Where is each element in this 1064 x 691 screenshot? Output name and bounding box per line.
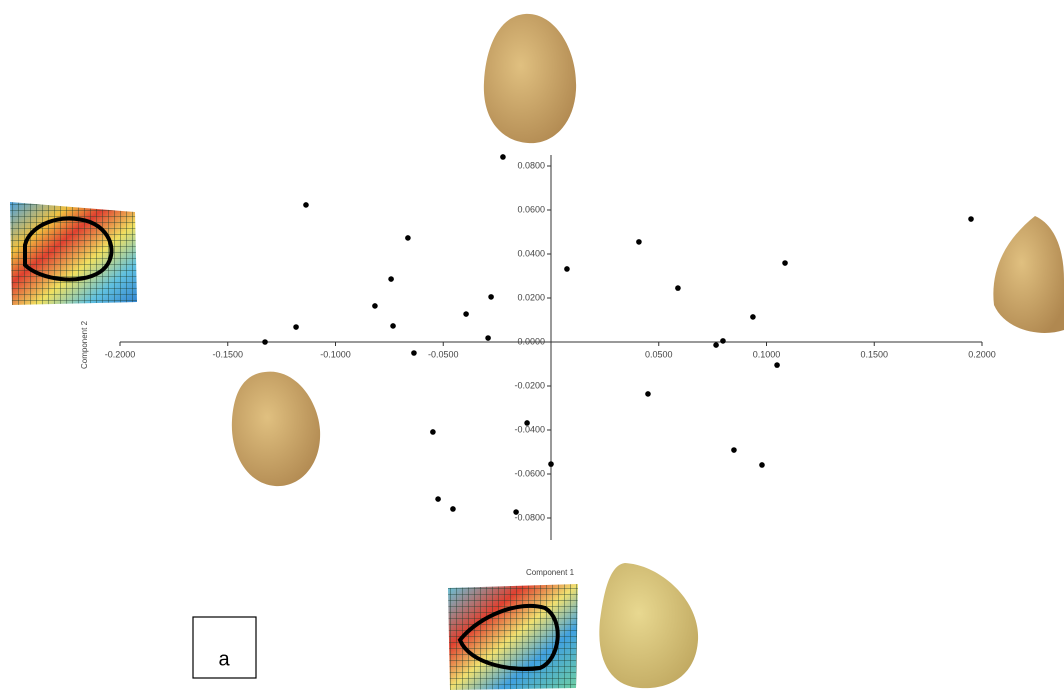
x-tick-label: -0.1500 <box>212 349 243 359</box>
stone-images <box>10 13 1064 690</box>
annotation: a <box>218 648 230 670</box>
point <box>372 303 378 309</box>
x-tick-label: -0.0500 <box>428 349 459 359</box>
y-tick-label: 0.0000 <box>517 336 545 346</box>
x-tick-label: 0.2000 <box>968 349 996 359</box>
point <box>450 506 456 512</box>
x-tick-label: 0.0500 <box>645 349 673 359</box>
y-tick-label: 0.0400 <box>517 248 545 258</box>
point <box>485 335 491 341</box>
point <box>463 311 469 317</box>
annotation-box <box>192 616 257 679</box>
stone-left <box>231 371 321 487</box>
point <box>405 235 411 241</box>
point <box>388 276 394 282</box>
point <box>782 260 788 266</box>
point <box>293 324 299 330</box>
point <box>488 294 494 300</box>
x-tick-label: -0.2000 <box>105 349 136 359</box>
point <box>435 496 441 502</box>
stone-top <box>483 13 577 144</box>
x-tick-label: 0.1000 <box>753 349 781 359</box>
point <box>713 342 719 348</box>
point <box>675 285 681 291</box>
y-tick-label: -0.0600 <box>514 468 545 478</box>
deformation-grid-left <box>10 202 137 305</box>
y-tick-label: 0.0800 <box>517 160 545 170</box>
y-tick-label: 0.0600 <box>517 204 545 214</box>
y-tick-label: -0.0800 <box>514 512 545 522</box>
y-tick-label: -0.0200 <box>514 380 545 390</box>
point <box>262 339 268 345</box>
y-tick-label: 0.0200 <box>517 292 545 302</box>
point <box>524 420 530 426</box>
point <box>636 239 642 245</box>
point <box>731 447 737 453</box>
point <box>411 350 417 356</box>
point <box>720 338 726 344</box>
x-axis-label: Component 1 <box>526 568 575 577</box>
point <box>500 154 506 160</box>
point <box>548 461 554 467</box>
y-axis-label: Component 2 <box>80 320 89 369</box>
y-tick-label: -0.0400 <box>514 424 545 434</box>
point <box>750 314 756 320</box>
point <box>774 362 780 368</box>
point <box>430 429 436 435</box>
point <box>759 462 765 468</box>
stone-bottom <box>599 563 699 689</box>
deformation-grid-bottom <box>448 584 578 690</box>
stone-right <box>993 216 1064 333</box>
point <box>968 216 974 222</box>
point <box>645 391 651 397</box>
x-tick-label: 0.1500 <box>860 349 888 359</box>
point <box>303 202 309 208</box>
x-tick-label: -0.1000 <box>320 349 351 359</box>
point <box>390 323 396 329</box>
point <box>564 266 570 272</box>
point <box>513 509 519 515</box>
